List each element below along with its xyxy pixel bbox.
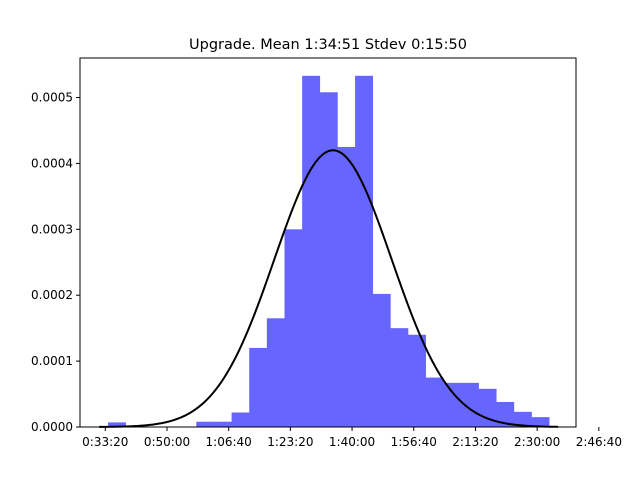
histogram-bar	[249, 347, 268, 427]
histogram-bar	[425, 377, 444, 427]
histogram-bar	[408, 334, 426, 427]
x-tick-label: 1:06:40	[206, 435, 252, 449]
y-tick-label: 0.0002	[31, 288, 73, 302]
y-axis: 0.0000 0.0001 0.0002 0.0003 0.0004 0.0005	[31, 91, 80, 434]
histogram-bar	[531, 417, 550, 427]
histogram-bar	[284, 229, 303, 427]
chart-title: Upgrade. Mean 1:34:51 Stdev 0:15:50	[189, 37, 467, 53]
histogram-bar	[337, 146, 356, 427]
x-axis: 0:33:20 0:50:00 1:06:40 1:23:20 1:40:00 1:56:…	[82, 427, 622, 449]
histogram-bar	[443, 382, 462, 427]
y-tick-label: 0.0004	[31, 156, 73, 170]
x-tick-label: 1:56:40	[391, 435, 437, 449]
x-tick-label: 1:40:00	[329, 435, 375, 449]
histogram-bar	[355, 75, 374, 427]
histogram-bars	[108, 75, 550, 427]
normal-fit-curve	[99, 149, 559, 428]
x-tick-label: 1:23:20	[267, 435, 313, 449]
histogram-bar	[372, 293, 391, 427]
x-tick-label: 2:46:40	[576, 435, 622, 449]
histogram-bar	[319, 92, 338, 427]
histogram-bar	[196, 421, 215, 427]
plot-frame	[79, 57, 577, 428]
y-tick-label: 0.0003	[31, 222, 73, 236]
histogram-bar	[231, 412, 250, 427]
histogram-bar	[302, 75, 321, 427]
histogram-bar	[390, 328, 409, 427]
histogram-bar	[496, 401, 515, 427]
y-tick-label: 0.0005	[31, 91, 73, 105]
y-tick-label: 0.0001	[31, 354, 73, 368]
histogram-bar	[266, 318, 285, 427]
y-tick-label: 0.0000	[31, 420, 73, 434]
x-tick-label: 2:13:20	[452, 435, 498, 449]
histogram-bar	[513, 411, 532, 427]
histogram-bar	[213, 421, 232, 427]
histogram-bar	[108, 422, 127, 427]
x-tick-label: 2:30:00	[514, 435, 560, 449]
x-tick-label: 0:50:00	[144, 435, 190, 449]
histogram-bar	[460, 382, 479, 427]
x-tick-label: 0:33:20	[82, 435, 128, 449]
